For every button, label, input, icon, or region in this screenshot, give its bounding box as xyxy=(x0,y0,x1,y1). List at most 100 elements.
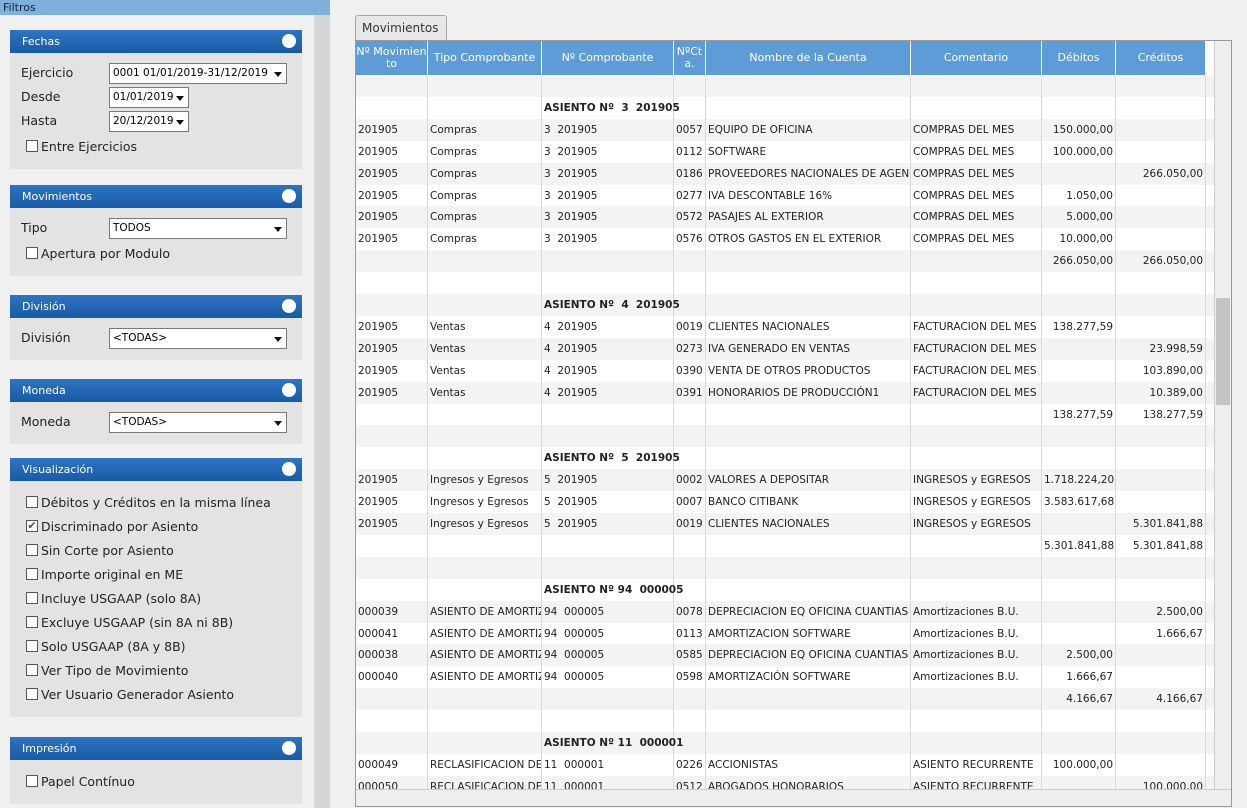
dropdown[interactable]: 0001 01/01/2019-31/12/2019 xyxy=(109,63,287,84)
cell xyxy=(911,403,1042,426)
table-row[interactable]: 000049 RECLASIFICACION DE C 11 000001 0226 A… xyxy=(356,753,1214,776)
dropdown-arrow[interactable] xyxy=(274,72,282,77)
cell: ASIENTO DE AMORTIZA xyxy=(428,644,542,667)
cell xyxy=(911,710,1042,733)
cell: 000039 xyxy=(356,600,428,623)
table-row[interactable]: 201905 Ventas 4 201905 0273 IVA GENERADO EN … xyxy=(356,337,1214,360)
dropdown-arrow[interactable] xyxy=(274,227,282,232)
table-row[interactable]: 4.166,67 4.166,67 xyxy=(356,688,1214,711)
dropdown[interactable]: <TODAS> xyxy=(109,412,287,433)
checkbox-label[interactable]: Discriminado por Asiento xyxy=(41,519,199,534)
table-row[interactable]: 201905 Compras 3 201905 0277 IVA DESCONTABLE… xyxy=(356,184,1214,207)
checkbox[interactable]: ✔ xyxy=(26,519,38,532)
checkbox-label[interactable]: Solo USGAAP (8A y 8B) xyxy=(41,639,186,654)
table-row[interactable]: ASIENTO Nº 4 201905 xyxy=(356,294,1214,316)
checkbox-label[interactable]: Entre Ejercicios xyxy=(41,139,138,154)
section-header[interactable]: Movimientos xyxy=(10,185,302,208)
dropdown-arrow[interactable] xyxy=(176,96,184,101)
checkbox[interactable] xyxy=(26,544,38,556)
table-row[interactable]: 000039 ASIENTO DE AMORTIZA 94 000005 0078 DE… xyxy=(356,600,1214,623)
checkbox[interactable] xyxy=(26,592,38,604)
column-header[interactable]: Comentario xyxy=(911,41,1042,75)
checkbox[interactable] xyxy=(26,616,38,628)
checkbox-label[interactable]: Débitos y Créditos en la misma línea xyxy=(41,495,271,510)
table-row[interactable]: ASIENTO Nº 5 201905 xyxy=(356,447,1214,470)
section-header[interactable]: Fechas xyxy=(10,30,302,53)
dropdown[interactable]: <TODAS> xyxy=(109,328,287,349)
section-header[interactable]: División xyxy=(10,295,302,318)
collapse-button[interactable] xyxy=(282,189,296,203)
table-row[interactable]: 201905 Compras 3 201905 0576 OTROS GASTOS EN… xyxy=(356,228,1214,251)
dropdown-arrow[interactable] xyxy=(274,421,282,426)
table-row[interactable] xyxy=(356,75,1214,97)
checkbox[interactable] xyxy=(26,496,38,508)
checkbox-label[interactable]: Sin Corte por Asiento xyxy=(41,543,174,558)
table-row[interactable]: 000041 ASIENTO DE AMORTIZA 94 000005 0113 AM… xyxy=(356,622,1214,645)
horizontal-scrollbar[interactable] xyxy=(356,789,1231,806)
collapse-button[interactable] xyxy=(282,383,296,397)
checkbox[interactable] xyxy=(26,640,38,652)
table-row[interactable]: 201905 Compras 3 201905 0572 PASAJES AL EXTE… xyxy=(356,206,1214,229)
checkbox[interactable] xyxy=(26,247,38,259)
table-row[interactable]: 000038 ASIENTO DE AMORTIZA 94 000005 0585 DE… xyxy=(356,644,1214,667)
column-header[interactable]: Créditos xyxy=(1116,41,1206,75)
table-row[interactable]: 201905 Compras 3 201905 0057 EQUIPO DE OFICI… xyxy=(356,118,1214,141)
checkbox-label[interactable]: Importe original en ME xyxy=(41,567,184,582)
dropdown[interactable]: TODOS xyxy=(109,218,287,239)
collapse-button[interactable] xyxy=(282,34,296,48)
dropdown-arrow[interactable] xyxy=(274,337,282,342)
vertical-scrollbar[interactable] xyxy=(1214,41,1231,789)
column-header[interactable]: Nombre de la Cuenta xyxy=(706,41,911,75)
collapse-button[interactable] xyxy=(282,741,296,755)
cell: 1.718.224,20 xyxy=(1042,469,1116,492)
column-header[interactable]: Nº Comprobante xyxy=(542,41,674,75)
table-row[interactable] xyxy=(356,272,1214,295)
checkbox-label[interactable]: Ver Usuario Generador Asiento xyxy=(41,687,235,702)
column-header[interactable]: Tipo Comprobante xyxy=(428,41,542,75)
table-row[interactable]: 201905 Ventas 4 201905 0390 VENTA DE OTROS P… xyxy=(356,359,1214,382)
dropdown-arrow[interactable] xyxy=(176,120,184,125)
collapse-button[interactable] xyxy=(282,462,296,476)
checkbox-label[interactable]: Ver Tipo de Movimiento xyxy=(41,663,189,678)
table-row[interactable]: ASIENTO Nº 11 000001 xyxy=(356,732,1214,754)
checkbox[interactable] xyxy=(26,140,38,152)
checkbox-label[interactable]: Incluye USGAAP (solo 8A) xyxy=(41,591,202,606)
checkbox-label[interactable]: Excluye USGAAP (sin 8A ni 8B) xyxy=(41,615,234,630)
section-header[interactable]: Visualización xyxy=(10,458,302,481)
section-header[interactable]: Impresión xyxy=(10,737,302,760)
checkbox[interactable] xyxy=(26,664,38,676)
section-header[interactable]: Moneda xyxy=(10,379,302,402)
table-row[interactable]: 201905 Ingresos y Egresos 5 201905 0019 CLIE… xyxy=(356,513,1214,535)
checkbox[interactable] xyxy=(26,568,38,580)
table-row[interactable]: 201905 Ventas 4 201905 0019 CLIENTES NACIONA… xyxy=(356,315,1214,338)
table-row[interactable]: 266.050,00 266.050,00 xyxy=(356,250,1214,273)
table-row[interactable] xyxy=(356,556,1214,579)
checkbox-label[interactable]: Papel Contínuo xyxy=(41,774,135,789)
table-row[interactable]: 5.301.841,88 5.301.841,88 xyxy=(356,534,1214,557)
table-row[interactable] xyxy=(356,710,1214,733)
table-row[interactable]: 201905 Compras 3 201905 0112 SOFTWARE COMPRAS… xyxy=(356,140,1214,163)
cell xyxy=(706,556,911,579)
table-row[interactable]: 138.277,59 138.277,59 xyxy=(356,403,1214,426)
collapse-button[interactable] xyxy=(282,299,296,313)
column-header[interactable]: NºCta. xyxy=(674,41,706,75)
checkbox[interactable] xyxy=(26,688,38,700)
table-row[interactable]: 201905 Ingresos y Egresos 5 201905 0007 BANC… xyxy=(356,491,1214,514)
column-header[interactable]: Nº Movimiento xyxy=(356,41,428,75)
table-row[interactable] xyxy=(356,425,1214,448)
table-row[interactable]: 201905 Ingresos y Egresos 5 201905 0002 VALO… xyxy=(356,469,1214,492)
scroll-thumb[interactable] xyxy=(1216,298,1230,405)
tab[interactable]: Movimientos xyxy=(355,15,447,40)
dropdown[interactable]: 01/01/2019 xyxy=(109,87,189,108)
table-row[interactable]: 000040 ASIENTO DE AMORTIZA 94 000005 0598 AM… xyxy=(356,666,1214,689)
table-row[interactable]: 201905 Compras 3 201905 0186 PROVEEDORES NAC… xyxy=(356,162,1214,185)
dropdown[interactable]: 20/12/2019 xyxy=(109,111,189,132)
table-row[interactable]: ASIENTO Nº 3 201905 xyxy=(356,96,1214,119)
checkbox[interactable] xyxy=(26,775,38,787)
table-row[interactable]: 201905 Ventas 4 201905 0391 HONORARIOS DE PR… xyxy=(356,381,1214,404)
checkbox-label[interactable]: Apertura por Modulo xyxy=(41,246,171,261)
table-row[interactable]: ASIENTO Nº 94 000005 xyxy=(356,578,1214,601)
column-header[interactable]: Débitos xyxy=(1042,41,1116,75)
panel-scrollbar[interactable] xyxy=(314,15,330,808)
